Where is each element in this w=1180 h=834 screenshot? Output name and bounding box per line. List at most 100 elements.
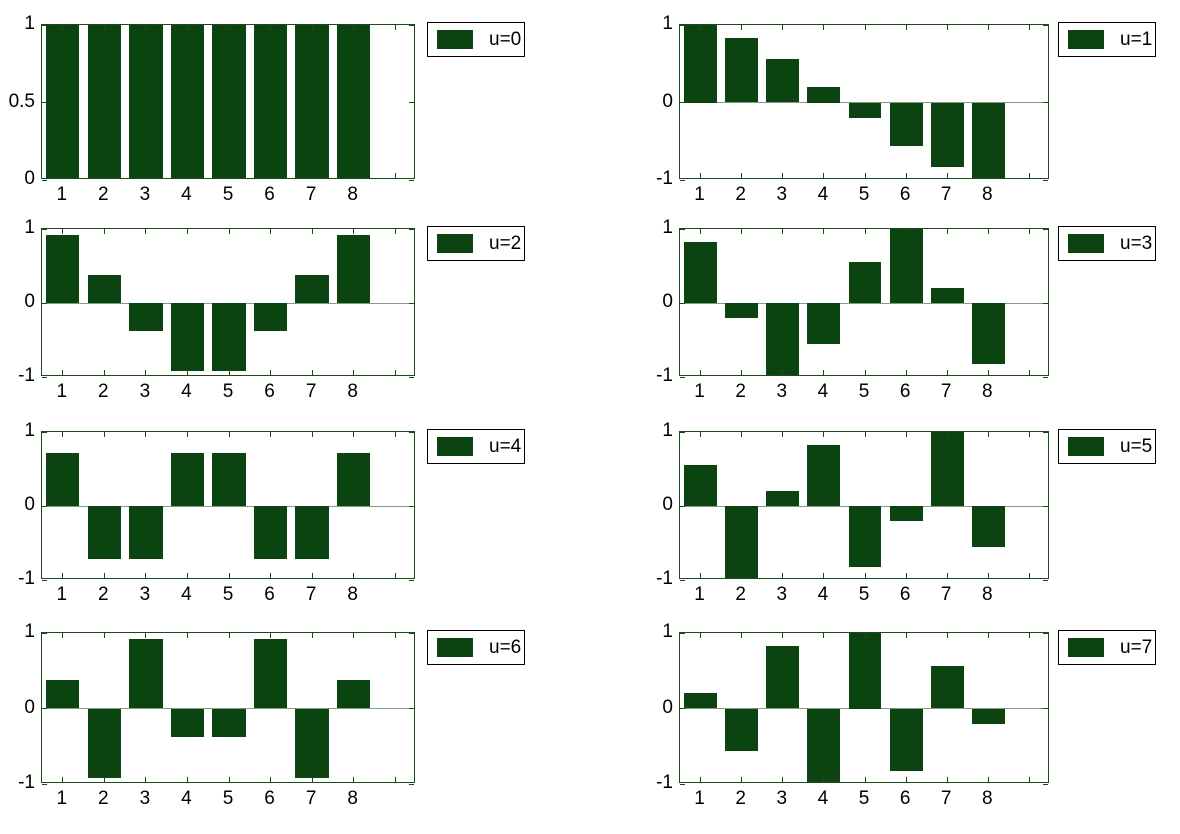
- xtick-top: [741, 432, 743, 437]
- bar: [930, 666, 964, 709]
- bar: [684, 464, 717, 506]
- ytick-right: [409, 102, 414, 103]
- ytick-right: [1043, 579, 1048, 581]
- legend-box: u=1: [1058, 22, 1156, 57]
- xtick-bottom: [62, 370, 64, 375]
- xtick-bottom: [394, 573, 396, 578]
- xtick-top: [145, 633, 147, 638]
- xtick-bottom: [394, 777, 396, 782]
- x-tick-label: 2: [735, 584, 746, 605]
- ytick-left: [680, 302, 685, 304]
- xtick-top: [987, 25, 989, 30]
- legend-swatch: [1068, 30, 1104, 49]
- ytick-left: [680, 179, 685, 181]
- x-tick-label: 4: [817, 381, 829, 402]
- xtick-top: [353, 229, 355, 234]
- xtick-bottom: [353, 777, 355, 782]
- xtick-bottom: [782, 777, 784, 782]
- y-tick-label: -1: [656, 772, 673, 793]
- xtick-bottom: [62, 777, 64, 782]
- xtick-bottom: [905, 173, 907, 178]
- xtick-bottom: [987, 370, 989, 375]
- xtick-bottom: [145, 370, 147, 375]
- ytick-left: [42, 708, 47, 709]
- x-tick-label: 5: [858, 381, 870, 402]
- xtick-top: [864, 633, 866, 638]
- bar: [766, 645, 800, 709]
- bar: [129, 25, 163, 178]
- xtick-bottom: [186, 370, 188, 375]
- plot-axes: [41, 431, 415, 581]
- xtick-top: [228, 229, 230, 234]
- bar: [971, 303, 1005, 365]
- ytick-right: [409, 708, 414, 709]
- ytick-right: [1043, 632, 1048, 634]
- bar: [170, 708, 205, 738]
- x-tick-label: 3: [139, 184, 151, 205]
- xtick-top: [782, 432, 784, 437]
- xtick-top: [103, 432, 105, 437]
- xtick-top: [103, 633, 105, 638]
- legend-swatch: [1068, 437, 1104, 456]
- xtick-top: [700, 229, 702, 234]
- xtick-top: [228, 432, 230, 437]
- legend-swatch: [1068, 234, 1104, 253]
- xtick-bottom: [270, 573, 272, 578]
- xtick-bottom: [1028, 370, 1030, 375]
- ytick-right: [409, 376, 414, 378]
- ytick-right: [1043, 228, 1048, 230]
- bar: [807, 444, 841, 506]
- x-tick-label: 1: [56, 788, 68, 809]
- xtick-bottom: [782, 370, 784, 375]
- ytick-left: [42, 228, 47, 230]
- x-tick-label: 2: [98, 184, 109, 205]
- x-tick-label: 1: [56, 381, 68, 402]
- xtick-top: [186, 229, 188, 234]
- xtick-bottom: [987, 173, 989, 178]
- bar: [87, 274, 121, 303]
- xtick-top: [782, 633, 784, 638]
- ytick-left: [42, 302, 47, 304]
- legend-label: u=4: [489, 436, 522, 457]
- plot-area: [42, 633, 414, 782]
- xtick-bottom: [186, 173, 188, 178]
- xtick-bottom: [103, 370, 105, 375]
- x-tick-label: 3: [139, 381, 151, 402]
- plot-area: [680, 25, 1048, 178]
- bar: [46, 25, 80, 178]
- plot-area: [680, 633, 1048, 782]
- ytick-left: [680, 431, 685, 433]
- xtick-bottom: [353, 173, 355, 178]
- bar: [807, 303, 841, 345]
- xtick-top: [228, 633, 230, 638]
- y-tick-label: -1: [656, 168, 673, 189]
- bar: [212, 708, 246, 738]
- bar: [971, 708, 1005, 724]
- x-tick-label: 2: [98, 381, 109, 402]
- x-tick-label: 8: [982, 584, 993, 605]
- legend-label: u=1: [1120, 29, 1153, 50]
- bar: [889, 708, 923, 772]
- xtick-top: [1028, 633, 1030, 638]
- y-tick-label: 1: [662, 420, 673, 441]
- bar: [170, 303, 205, 372]
- x-tick-label: 4: [817, 788, 829, 809]
- bar: [971, 102, 1005, 178]
- xtick-top: [270, 229, 272, 234]
- ytick-right: [1043, 505, 1048, 507]
- bar: [253, 639, 288, 709]
- xtick-bottom: [1028, 777, 1030, 782]
- legend-box: u=6: [427, 630, 525, 665]
- xtick-bottom: [700, 777, 702, 782]
- bar: [212, 303, 246, 372]
- xtick-bottom: [823, 777, 825, 782]
- xtick-top: [741, 633, 743, 638]
- bar: [930, 432, 964, 506]
- xtick-bottom: [1028, 573, 1030, 578]
- legend-label: u=3: [1120, 233, 1153, 254]
- xtick-top: [62, 229, 64, 234]
- xtick-bottom: [228, 573, 230, 578]
- xtick-top: [946, 633, 948, 638]
- xtick-top: [741, 229, 743, 234]
- bar: [807, 708, 841, 782]
